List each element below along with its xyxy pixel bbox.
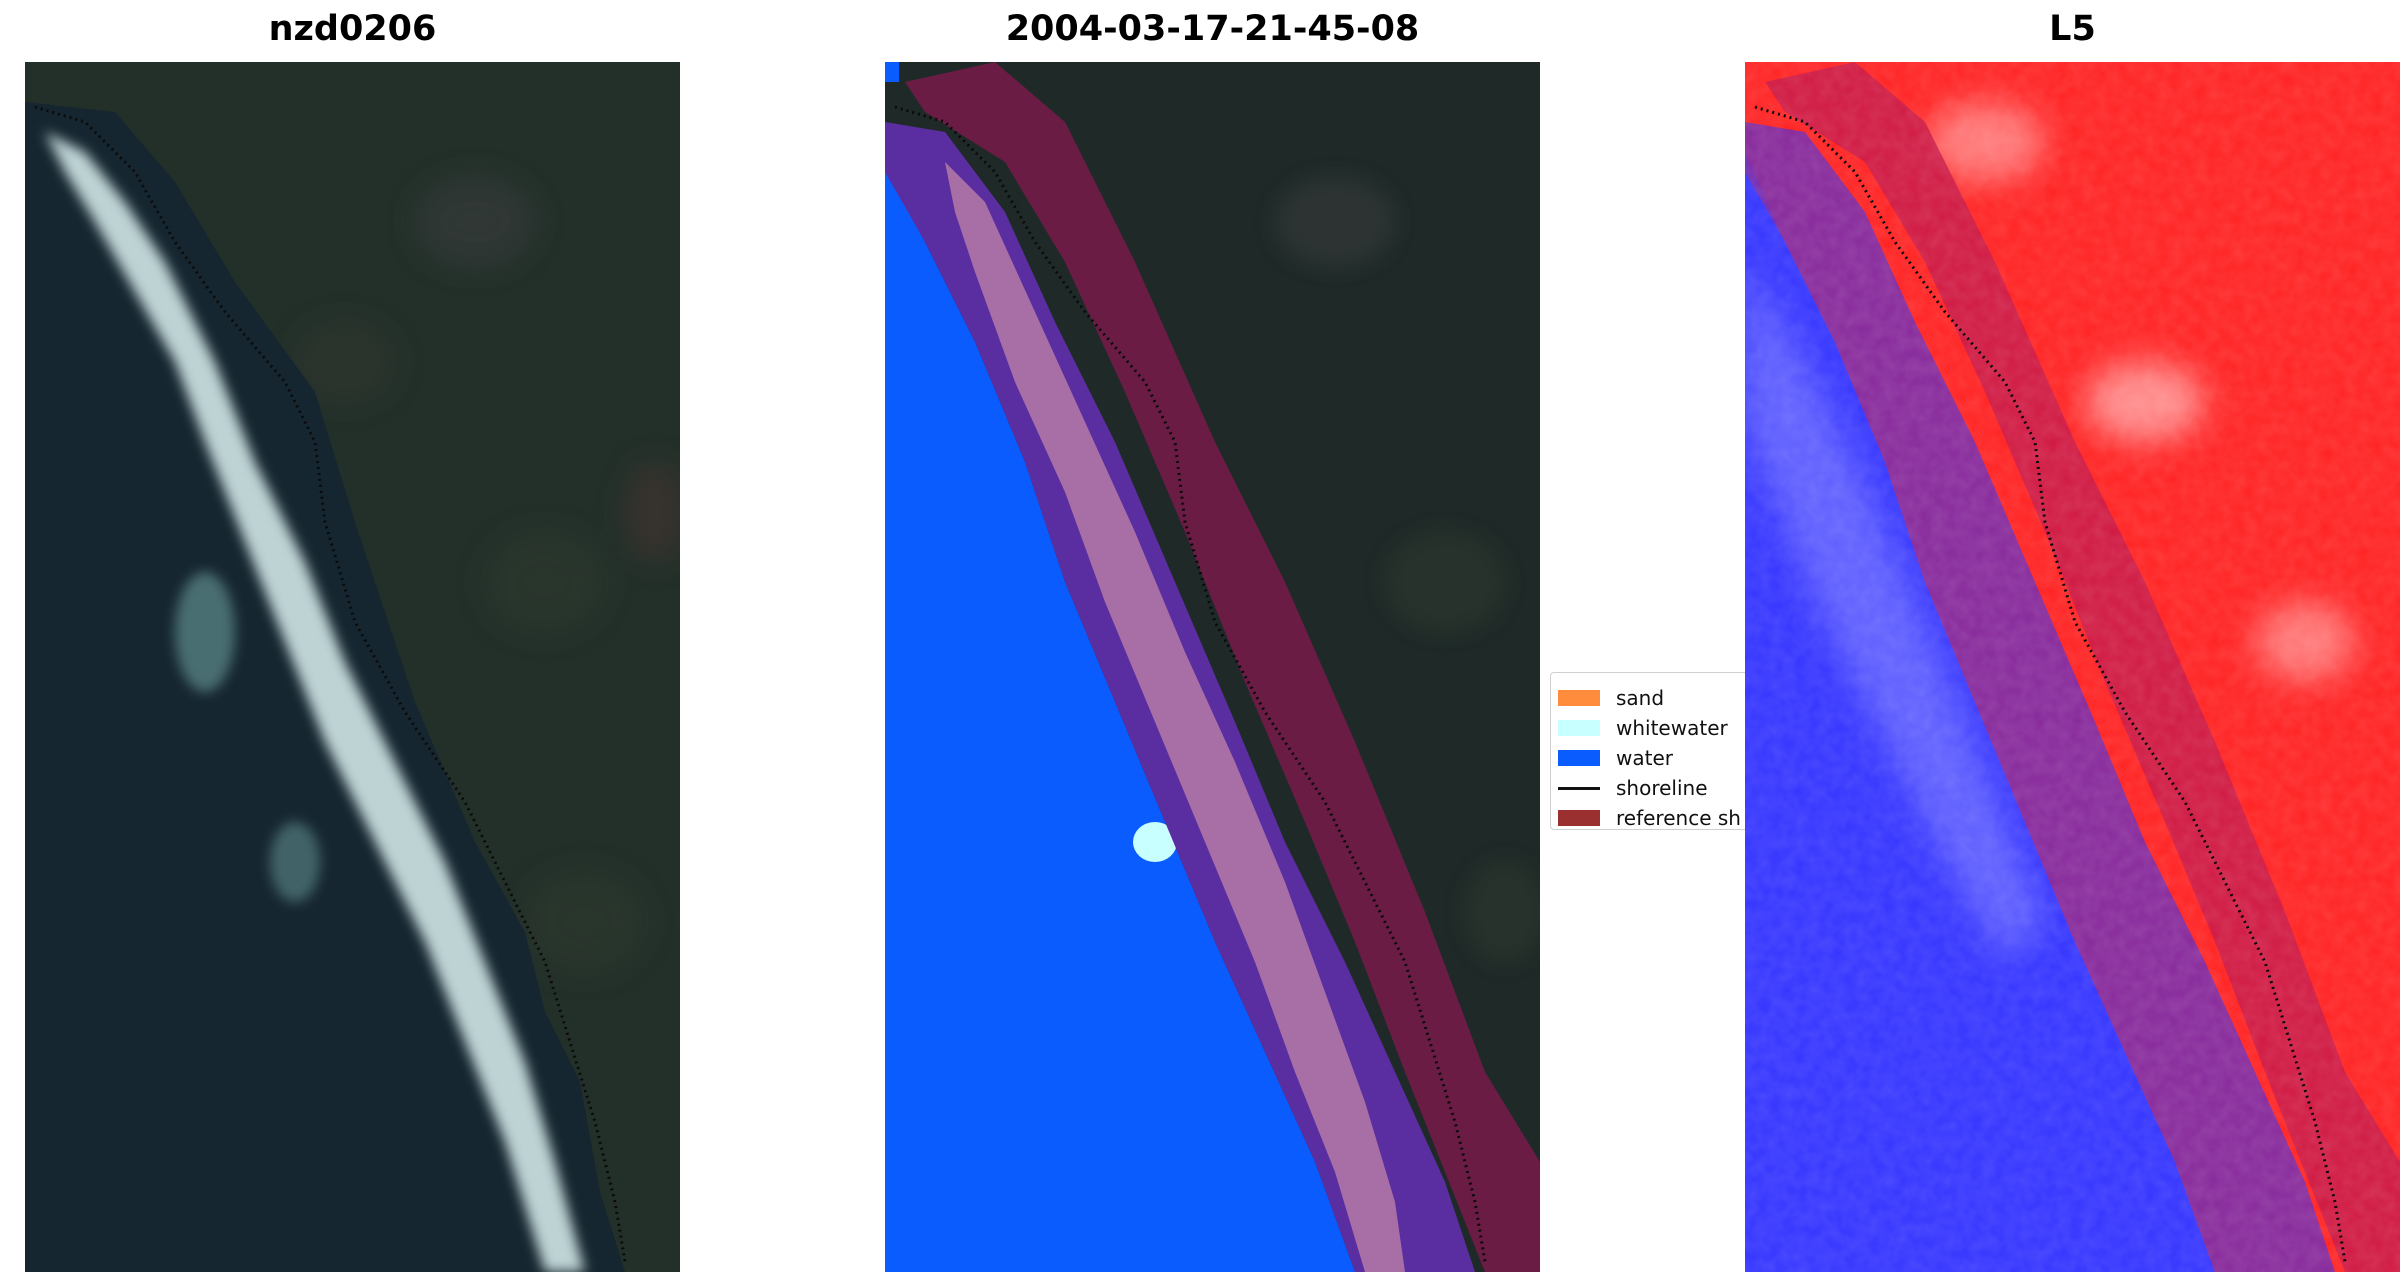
legend-item-water: water <box>1551 743 1673 773</box>
whitewater-swatch <box>1558 720 1600 736</box>
reference-shoreline-swatch <box>1558 810 1600 826</box>
classified-image <box>885 62 1540 1272</box>
legend-label: whitewater <box>1616 716 1728 740</box>
index-image <box>1745 62 2400 1272</box>
sand-swatch <box>1558 690 1600 706</box>
legend-label: shoreline <box>1616 776 1708 800</box>
legend-label: reference sh <box>1616 806 1741 830</box>
legend-label: water <box>1616 746 1673 770</box>
panel-title-rgb: nzd0206 <box>268 9 437 49</box>
legend-item-sand: sand <box>1551 683 1664 713</box>
legend: sand whitewater water shoreline referenc… <box>1550 672 1750 830</box>
legend-label: sand <box>1616 686 1665 710</box>
rgb-satellite-image <box>25 62 680 1272</box>
panel-title-classified: 2004-03-17-21-45-08 <box>1005 9 1420 49</box>
panel-title-index: L5 <box>2049 9 2096 49</box>
shoreline-line-icon <box>1558 786 1600 790</box>
water-swatch <box>1558 750 1600 766</box>
legend-item-reference-shoreline: reference sh <box>1551 803 1741 830</box>
legend-item-shoreline: shoreline <box>1551 773 1708 803</box>
legend-item-whitewater: whitewater <box>1551 713 1728 743</box>
